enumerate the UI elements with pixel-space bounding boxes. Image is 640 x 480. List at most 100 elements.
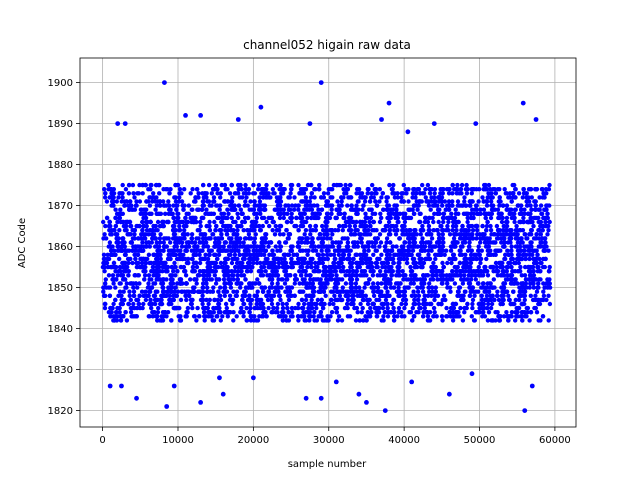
data-point [140, 228, 145, 233]
data-point [418, 211, 423, 216]
data-point [273, 223, 278, 229]
data-point [382, 310, 387, 315]
data-point [545, 211, 550, 216]
data-point [343, 182, 348, 188]
data-point [204, 281, 209, 286]
data-point [458, 236, 464, 241]
data-point [336, 314, 342, 319]
data-point [384, 236, 390, 241]
data-point [115, 305, 120, 311]
data-point [295, 244, 301, 249]
data-point [240, 264, 245, 270]
data-point [390, 207, 395, 212]
data-point [362, 248, 367, 253]
data-point [347, 223, 352, 229]
data-point [110, 273, 116, 278]
data-point [242, 219, 248, 225]
data-point [229, 240, 234, 245]
data-point [339, 199, 344, 204]
data-point [404, 252, 409, 257]
data-point [369, 207, 374, 212]
data-point [532, 215, 537, 221]
data-point [171, 215, 177, 221]
data-point [192, 240, 198, 245]
data-point [278, 199, 284, 204]
data-point [259, 187, 264, 192]
data-point [155, 310, 161, 315]
data-point [183, 244, 189, 249]
data-point [479, 297, 485, 303]
data-point [524, 305, 530, 311]
data-point [182, 228, 187, 233]
data-point [537, 195, 542, 200]
data-point [372, 305, 378, 311]
data-point [425, 310, 430, 315]
data-point [296, 203, 301, 208]
data-point [288, 273, 293, 278]
data-point [243, 199, 248, 204]
data-point [157, 236, 163, 241]
data-point [248, 269, 254, 274]
data-point [423, 215, 428, 221]
data-point [521, 219, 526, 225]
data-point [531, 236, 537, 241]
data-point [401, 211, 406, 216]
data-point [227, 244, 232, 249]
data-point [366, 248, 371, 253]
data-point [298, 248, 303, 253]
data-point [379, 252, 384, 257]
data-point [385, 252, 390, 257]
data-point [238, 285, 243, 290]
data-point [340, 236, 345, 241]
data-point [169, 285, 174, 290]
data-point [205, 244, 210, 249]
data-point [276, 289, 281, 294]
data-point [209, 314, 214, 319]
data-point [287, 207, 293, 212]
data-point [433, 203, 439, 208]
data-point [468, 260, 473, 266]
data-point [201, 277, 206, 282]
data-point [269, 215, 275, 221]
data-point [486, 182, 492, 188]
data-point [485, 285, 490, 290]
data-point [425, 314, 431, 319]
data-point [444, 248, 449, 253]
data-point [278, 297, 283, 303]
data-point [375, 256, 380, 262]
data-point [279, 191, 284, 196]
data-point [124, 264, 130, 270]
data-point [489, 203, 494, 208]
data-point [222, 293, 227, 298]
data-point [360, 252, 366, 257]
data-point [155, 219, 161, 225]
data-point [384, 256, 390, 262]
data-point [540, 223, 545, 229]
data-point [346, 252, 352, 257]
data-point [170, 228, 176, 233]
data-point [144, 228, 150, 233]
data-point [419, 256, 424, 262]
data-point [163, 211, 168, 216]
data-point [223, 228, 228, 233]
data-point [393, 281, 399, 286]
data-point [522, 211, 527, 216]
data-point [403, 301, 408, 307]
data-point [313, 211, 318, 216]
data-point [311, 293, 316, 298]
data-point [323, 293, 328, 298]
data-point [254, 293, 259, 298]
data-point [233, 232, 238, 237]
data-point [401, 277, 406, 282]
data-point [494, 264, 499, 270]
data-point [305, 310, 311, 315]
data-point [123, 260, 128, 266]
data-point [427, 244, 432, 249]
data-point [190, 305, 195, 311]
data-point [117, 281, 122, 286]
data-point [352, 240, 357, 245]
data-point [297, 289, 302, 294]
data-point [516, 191, 522, 196]
data-point [462, 256, 467, 262]
data-point [302, 301, 307, 307]
